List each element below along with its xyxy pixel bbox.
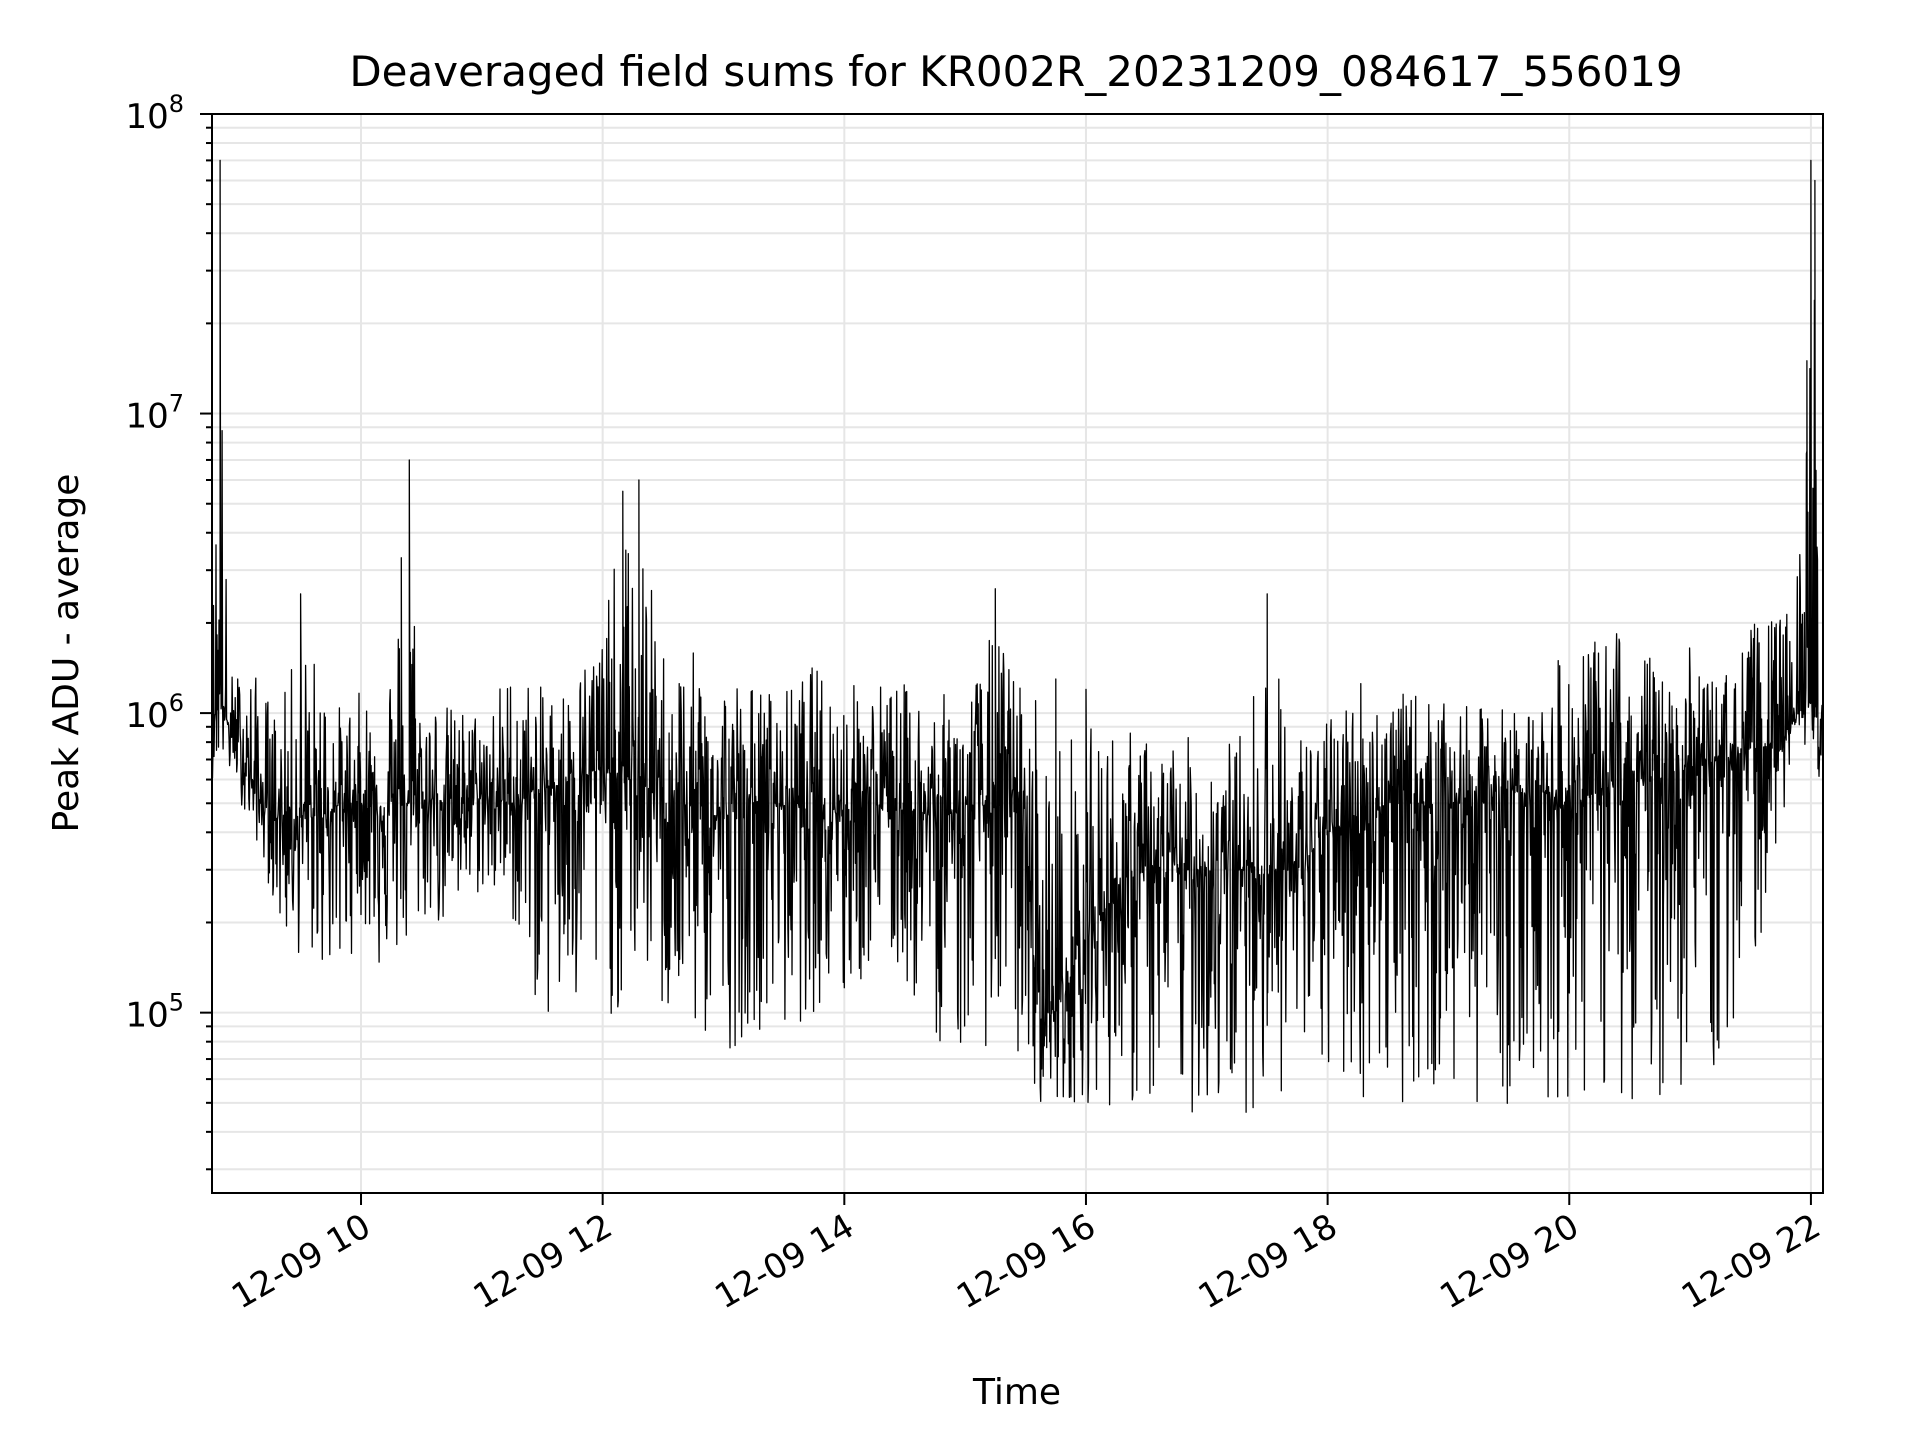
y-axis-label: Peak ADU - average [46,474,87,833]
plot-frame [211,113,1824,1194]
series-line [211,159,1824,1113]
chart-title: Deaveraged field sums for KR002R_2023120… [349,47,1682,96]
data-series [211,159,1824,1113]
x-axis-label: Time [972,1372,1061,1413]
y-tick-label: 106 [125,689,184,736]
